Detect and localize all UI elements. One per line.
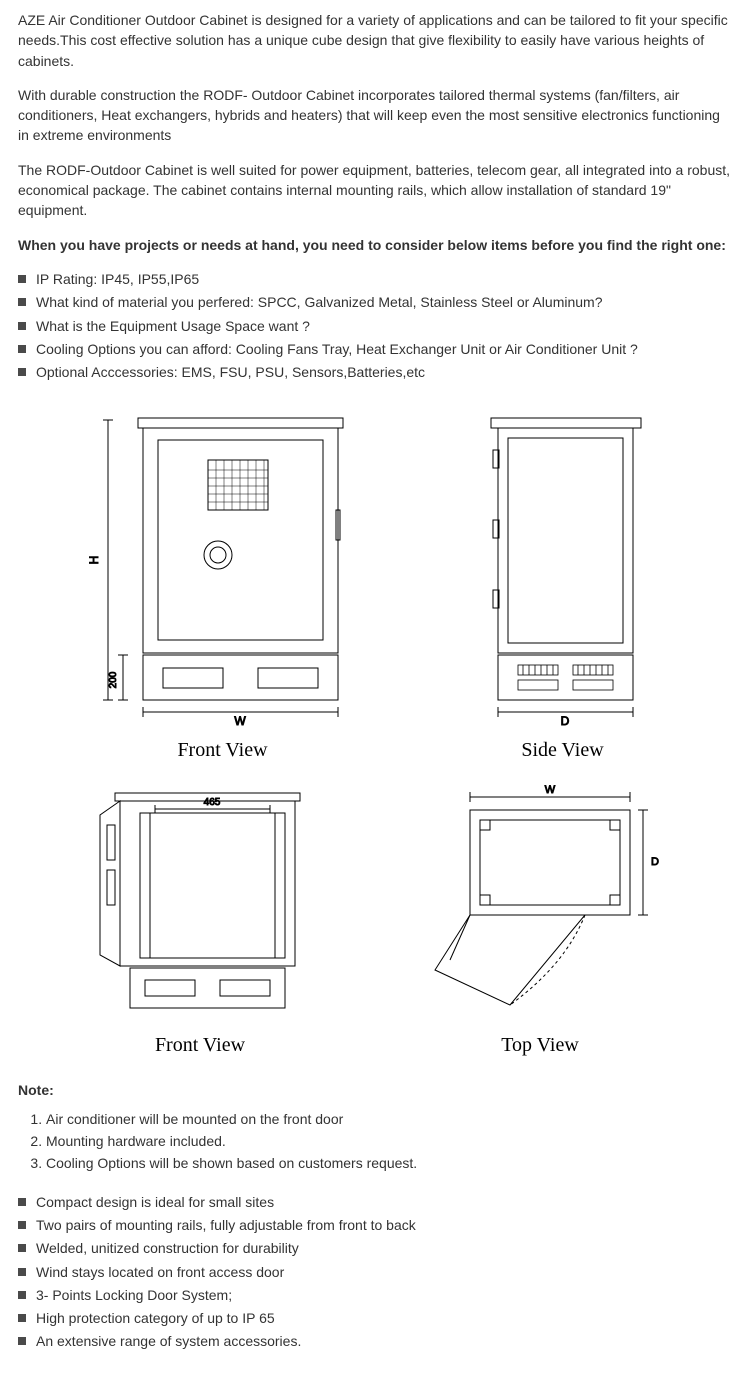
list-item: Two pairs of mounting rails, fully adjus… — [18, 1215, 732, 1235]
diagram-row-2: 465 Front View W — [55, 785, 695, 1060]
list-item: Cooling Options will be shown based on c… — [46, 1153, 732, 1173]
svg-text:D: D — [560, 714, 569, 728]
diagram-label: Top View — [415, 1031, 665, 1060]
list-item: Optional Acccessories: EMS, FSU, PSU, Se… — [18, 362, 732, 382]
intro-paragraph-1: AZE Air Conditioner Outdoor Cabinet is d… — [18, 10, 732, 71]
considerations-list: IP Rating: IP45, IP55,IP65 What kind of … — [18, 269, 732, 382]
list-item: What is the Equipment Usage Space want ? — [18, 316, 732, 336]
diagram-block: H 200 W — [55, 400, 695, 1060]
list-item: IP Rating: IP45, IP55,IP65 — [18, 269, 732, 289]
diagram-label: Side View — [463, 736, 663, 765]
notes-list: Air conditioner will be mounted on the f… — [32, 1109, 732, 1174]
svg-text:H: H — [88, 556, 101, 565]
svg-text:200: 200 — [108, 672, 119, 689]
diagram-row-1: H 200 W — [55, 400, 695, 765]
features-list: Compact design is ideal for small sites … — [18, 1192, 732, 1352]
intro-paragraph-3: The RODF-Outdoor Cabinet is well suited … — [18, 160, 732, 221]
top-view-svg: W D — [415, 785, 665, 1025]
list-item: Mounting hardware included. — [46, 1131, 732, 1151]
side-view-svg: D — [463, 400, 663, 730]
diagram-label: Front View — [85, 1031, 315, 1060]
list-item: What kind of material you perfered: SPCC… — [18, 292, 732, 312]
intro-paragraph-2: With durable construction the RODF- Outd… — [18, 85, 732, 146]
svg-text:W: W — [545, 785, 556, 796]
front-view-svg: H 200 W — [88, 400, 358, 730]
list-item: Compact design is ideal for small sites — [18, 1192, 732, 1212]
diagram-top-view: W D — [415, 785, 665, 1060]
list-item: An extensive range of system accessories… — [18, 1331, 732, 1351]
svg-text:465: 465 — [204, 797, 221, 808]
front-open-svg: 465 — [85, 785, 315, 1025]
svg-text:D: D — [651, 856, 659, 868]
diagram-front-view-1: H 200 W — [88, 400, 358, 765]
considerations-lead: When you have projects or needs at hand,… — [18, 235, 732, 255]
list-item: Welded, unitized construction for durabi… — [18, 1238, 732, 1258]
list-item: High protection category of up to IP 65 — [18, 1308, 732, 1328]
svg-text:W: W — [234, 714, 246, 728]
diagram-side-view: D Side View — [463, 400, 663, 765]
diagram-front-view-open: 465 Front View — [85, 785, 315, 1060]
list-item: Cooling Options you can afford: Cooling … — [18, 339, 732, 359]
note-heading: Note: — [18, 1080, 732, 1100]
list-item: 3- Points Locking Door System; — [18, 1285, 732, 1305]
list-item: Wind stays located on front access door — [18, 1262, 732, 1282]
diagram-label: Front View — [88, 736, 358, 765]
list-item: Air conditioner will be mounted on the f… — [46, 1109, 732, 1129]
